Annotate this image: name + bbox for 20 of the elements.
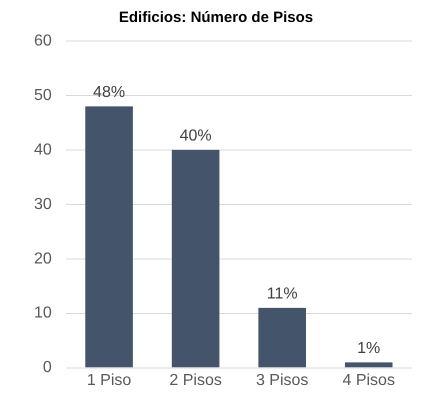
bar — [344, 362, 393, 368]
y-tick-label: 0 — [42, 359, 52, 376]
y-tick-label: 60 — [34, 32, 52, 50]
x-tick-label: 2 Pisos — [169, 372, 222, 389]
y-tick-label: 20 — [34, 250, 52, 268]
y-tick-label: 50 — [34, 86, 52, 104]
x-tick-label: 3 Pisos — [256, 372, 308, 389]
y-tick-label: 10 — [34, 304, 52, 322]
x-tick-label: 1 Piso — [86, 372, 132, 389]
x-tick-label: 4 Pisos — [342, 372, 395, 389]
data-label: 11% — [266, 285, 298, 302]
chart-title: Edificios: Número de Pisos — [118, 9, 314, 26]
bar — [85, 106, 133, 368]
data-label: 1% — [357, 340, 380, 357]
y-tick-label: 30 — [34, 196, 52, 213]
data-label: 48% — [93, 84, 126, 101]
bar — [172, 150, 220, 368]
data-label: 40% — [180, 127, 212, 144]
y-tick-label: 40 — [34, 141, 52, 158]
bar — [258, 308, 306, 368]
